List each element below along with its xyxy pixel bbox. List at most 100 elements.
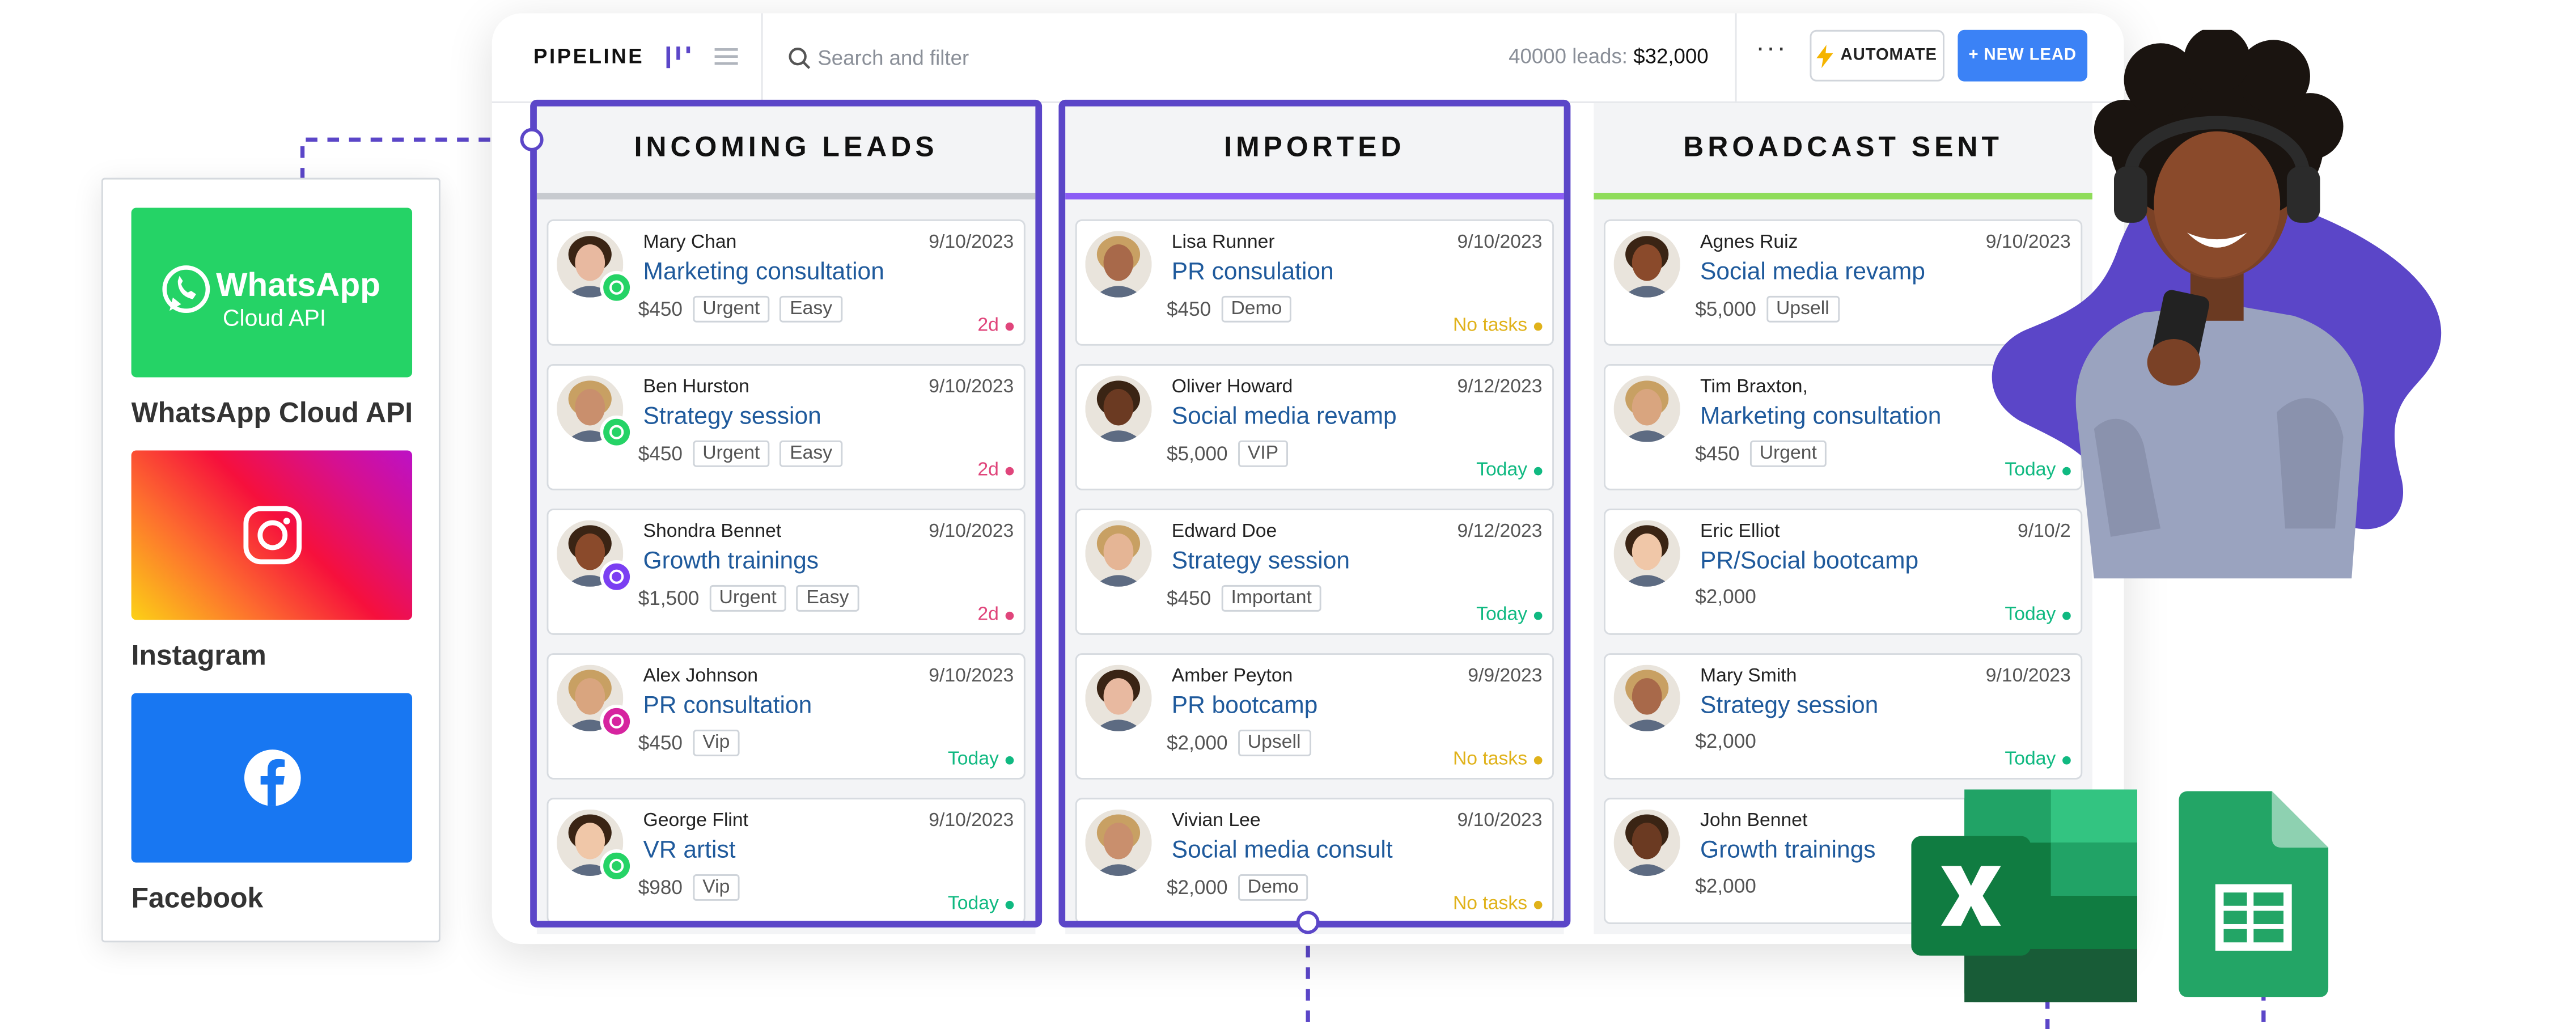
status-dot — [1533, 466, 1543, 475]
lead-status-text: Today — [2005, 605, 2056, 625]
whatsapp-icon: WhatsApp Cloud API — [161, 265, 379, 331]
lead-meta: $450 Urgent Easy — [638, 295, 842, 323]
lead-title[interactable]: Social media revamp — [1171, 404, 1397, 431]
lead-meta: $450 Urgent — [1695, 440, 1827, 467]
lead-title[interactable]: PR consultation — [643, 693, 812, 720]
lead-card[interactable]: Lisa Runner 9/10/2023 PR consulation $450 De… — [1075, 219, 1554, 346]
lead-date: 9/10/2023 — [929, 377, 1014, 397]
lead-status-text: Today — [2005, 749, 2056, 770]
lead-title[interactable]: PR/Social bootcamp — [1700, 548, 1919, 575]
lead-meta: $2,000 — [1695, 585, 1756, 608]
pipeline-column: INCOMING LEADS Mary Chan 9/10/2023 Marketin… — [536, 103, 1036, 934]
lead-date: 9/10/2023 — [929, 232, 1014, 253]
lead-meta: $450 Important — [1166, 585, 1322, 612]
lead-price: $450 — [1166, 586, 1211, 610]
kanban-view-icon[interactable] — [665, 41, 692, 71]
lead-status-text: 2d — [977, 460, 999, 481]
lead-meta: $2,000 Demo — [1166, 874, 1309, 901]
source-facebook[interactable] — [131, 693, 413, 863]
lead-title[interactable]: Marketing consultation — [1700, 404, 1942, 431]
lead-card[interactable]: Shondra Bennet 9/10/2023 Growth trainings $… — [546, 509, 1026, 635]
automate-button[interactable]: AUTOMATE — [1810, 29, 1944, 82]
lead-status-text: Today — [947, 894, 999, 914]
lead-card[interactable]: Amber Peyton 9/9/2023 PR bootcamp $2,000 Ups… — [1075, 653, 1554, 780]
source-whatsapp[interactable]: WhatsApp Cloud API — [131, 208, 413, 378]
lead-title[interactable]: PR consulation — [1171, 259, 1334, 286]
lead-title[interactable]: Social media consult — [1171, 837, 1393, 865]
lead-date: 9/10/2023 — [1457, 232, 1543, 253]
lead-title[interactable]: VR artist — [643, 837, 736, 865]
lead-price: $980 — [638, 875, 683, 899]
lead-name: Amber Peyton — [1171, 666, 1293, 687]
lead-card[interactable]: Alex Johnson 9/10/2023 PR consultation $450… — [546, 653, 1026, 780]
status-dot — [2062, 611, 2071, 620]
lead-status: Today — [1476, 460, 1543, 481]
status-dot — [1005, 321, 1014, 330]
lead-title[interactable]: Strategy session — [1700, 693, 1879, 720]
avatar — [1085, 231, 1152, 298]
lead-card[interactable]: Mary Smith 9/10/2023 Strategy session $2,00… — [1603, 653, 2083, 780]
lead-tag: VIP — [1238, 440, 1289, 467]
lead-date: 9/10/2023 — [929, 522, 1014, 542]
lead-status-text: No tasks — [1452, 894, 1528, 914]
lead-card[interactable]: Oliver Howard 9/12/2023 Social media revam… — [1075, 364, 1554, 490]
lead-name: Tim Braxton, — [1700, 377, 1808, 397]
lead-name: John Bennet — [1700, 811, 1808, 831]
new-lead-button[interactable]: + NEW LEAD — [1958, 29, 2088, 82]
list-view-icon[interactable] — [713, 41, 740, 71]
more-options-button[interactable]: ··· — [1756, 35, 1787, 63]
lead-meta: $5,000 VIP — [1167, 440, 1289, 467]
lead-card[interactable]: Mary Chan 9/10/2023 Marketing consultation… — [546, 219, 1026, 346]
source-instagram[interactable] — [131, 450, 413, 620]
lead-date: 9/10/2023 — [1985, 232, 2071, 253]
lead-status: Today — [2005, 460, 2071, 481]
lead-tag: Vip — [692, 874, 740, 901]
lead-tag: Important — [1221, 585, 1322, 612]
lead-name: Agnes Ruiz — [1700, 232, 1798, 253]
lead-card[interactable]: Agnes Ruiz 9/10/2023 Social media revamp $5… — [1603, 219, 2083, 346]
lead-status: Today — [1476, 605, 1543, 625]
status-dot — [1533, 755, 1543, 764]
lead-card[interactable]: Edward Doe 9/12/2023 Strategy session $450 I… — [1075, 509, 1554, 635]
search-input[interactable] — [817, 41, 1250, 75]
lead-title[interactable]: PR bootcamp — [1171, 693, 1318, 720]
lead-title[interactable]: Strategy session — [643, 404, 821, 431]
lead-status-text: 2d — [977, 605, 999, 625]
lead-status-text: No tasks — [1452, 749, 1528, 770]
lead-status: No tasks — [1453, 894, 1543, 914]
lead-date: 9/9/2023 — [1468, 666, 1543, 687]
instagram-icon — [243, 506, 301, 565]
toolbar-divider — [761, 13, 763, 103]
lead-title[interactable]: Strategy session — [1171, 548, 1350, 575]
status-dot — [1005, 755, 1014, 764]
lead-title[interactable]: Growth trainings — [1700, 837, 1876, 865]
lead-price: $450 — [638, 297, 683, 321]
lead-card[interactable]: Eric Elliot 9/10/2 PR/Social bootcamp $2,00… — [1603, 509, 2083, 635]
column-header: BROADCAST SENT — [1594, 103, 2092, 193]
lead-tag: Upsell — [1766, 295, 1840, 323]
toolbar: PIPELINE 40000 leads: $32,000 — [492, 13, 2124, 103]
lead-name: Alex Johnson — [643, 666, 758, 687]
status-dot — [1533, 611, 1543, 620]
lead-tag: Demo — [1238, 874, 1309, 901]
lead-card[interactable]: Vivian Lee 9/10/2023 Social media consult $… — [1075, 798, 1554, 924]
lead-price: $2,000 — [1166, 875, 1228, 899]
google-sheets-icon — [2179, 791, 2329, 997]
lead-name: Mary Smith — [1700, 666, 1797, 687]
lead-title[interactable]: Marketing consultation — [643, 259, 884, 286]
lead-status: Today — [2005, 605, 2071, 625]
lead-title[interactable]: Growth trainings — [643, 548, 819, 575]
lead-tag: Urgent — [692, 440, 770, 467]
lead-card[interactable]: Tim Braxton,9/9/Marketing consultation$4… — [1603, 364, 2083, 490]
lead-status-text: 2d — [977, 316, 999, 336]
lead-name: Lisa Runner — [1171, 232, 1275, 253]
messenger-icon — [600, 560, 633, 594]
lead-card[interactable]: Ben Hurston 9/10/2023 Strategy session $450… — [546, 364, 1026, 490]
lead-status-text: Today — [2005, 460, 2056, 481]
lead-card[interactable]: George Flint 9/10/2023 VR artist $980 Vip Tod… — [546, 798, 1026, 924]
lead-title[interactable]: Social media revamp — [1700, 259, 1925, 286]
lead-meta: $450 Demo — [1167, 295, 1292, 323]
lead-tag: Demo — [1221, 295, 1292, 323]
lead-status-text: Today — [1476, 460, 1528, 481]
whatsapp-icon — [600, 849, 633, 883]
